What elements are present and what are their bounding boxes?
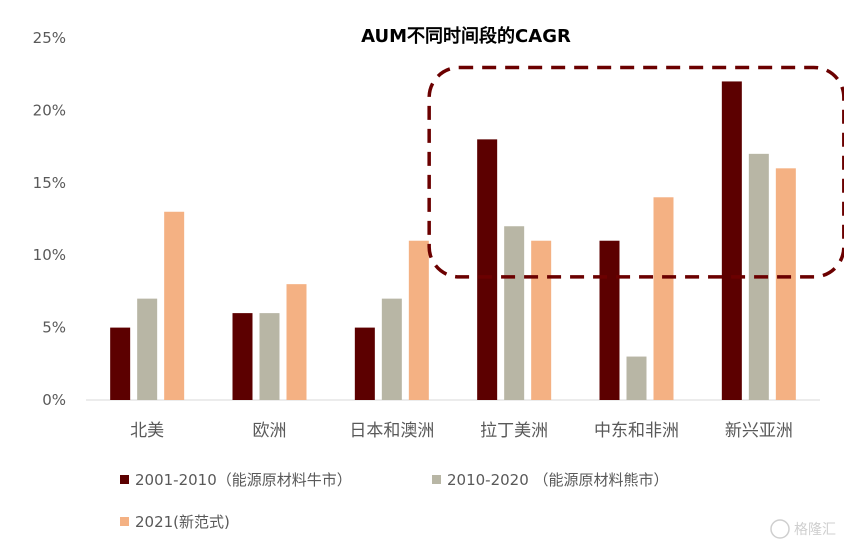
legend-label: 2001-2010（能源原材料牛市） — [135, 471, 352, 489]
x-tick-label: 中东和非洲 — [594, 421, 679, 441]
x-axis: 北美 欧洲 日本和澳洲 拉丁美洲 中东和非洲 新兴亚洲 — [130, 421, 793, 441]
chart-title: AUM不同时间段的CAGR — [361, 25, 571, 47]
bar — [599, 240, 620, 400]
bar — [354, 327, 375, 400]
bar — [408, 240, 429, 400]
watermark-text: 格隆汇 — [794, 522, 836, 538]
y-axis: 0% 5% 10% 15% 20% 25% — [33, 29, 66, 409]
watermark: 格隆汇 — [770, 519, 836, 539]
bar — [531, 240, 552, 400]
bar — [653, 197, 674, 400]
bar — [721, 81, 742, 400]
bars — [110, 81, 796, 401]
bar — [504, 226, 525, 400]
watermark-logo-icon — [770, 519, 790, 539]
legend-swatch — [120, 517, 129, 526]
x-tick-label: 新兴亚洲 — [725, 421, 793, 441]
bar — [232, 313, 253, 400]
y-tick-label: 5% — [42, 319, 66, 337]
bar — [775, 168, 796, 400]
y-tick-label: 15% — [33, 174, 66, 192]
bar — [477, 139, 498, 401]
y-tick-label: 10% — [33, 246, 66, 264]
y-tick-label: 25% — [33, 29, 66, 47]
x-tick-label: 欧洲 — [253, 421, 287, 441]
y-tick-label: 0% — [42, 391, 66, 409]
bar — [110, 327, 131, 400]
bar — [626, 356, 647, 400]
x-tick-label: 日本和澳洲 — [349, 421, 434, 441]
legend: 2001-2010（能源原材料牛市） 2010-2020 （能源原材料熊市） 202… — [120, 471, 669, 531]
bar — [259, 313, 280, 400]
legend-label: 2010-2020 （能源原材料熊市） — [447, 471, 669, 489]
x-tick-label: 北美 — [130, 421, 164, 441]
legend-swatch — [432, 475, 441, 484]
y-tick-label: 20% — [33, 101, 66, 119]
x-tick-label: 拉丁美洲 — [480, 421, 548, 441]
bar — [286, 284, 307, 400]
bar — [137, 298, 158, 400]
legend-label: 2021(新范式) — [135, 513, 230, 531]
bar — [381, 298, 402, 400]
bar — [164, 211, 185, 400]
legend-swatch — [120, 475, 129, 484]
